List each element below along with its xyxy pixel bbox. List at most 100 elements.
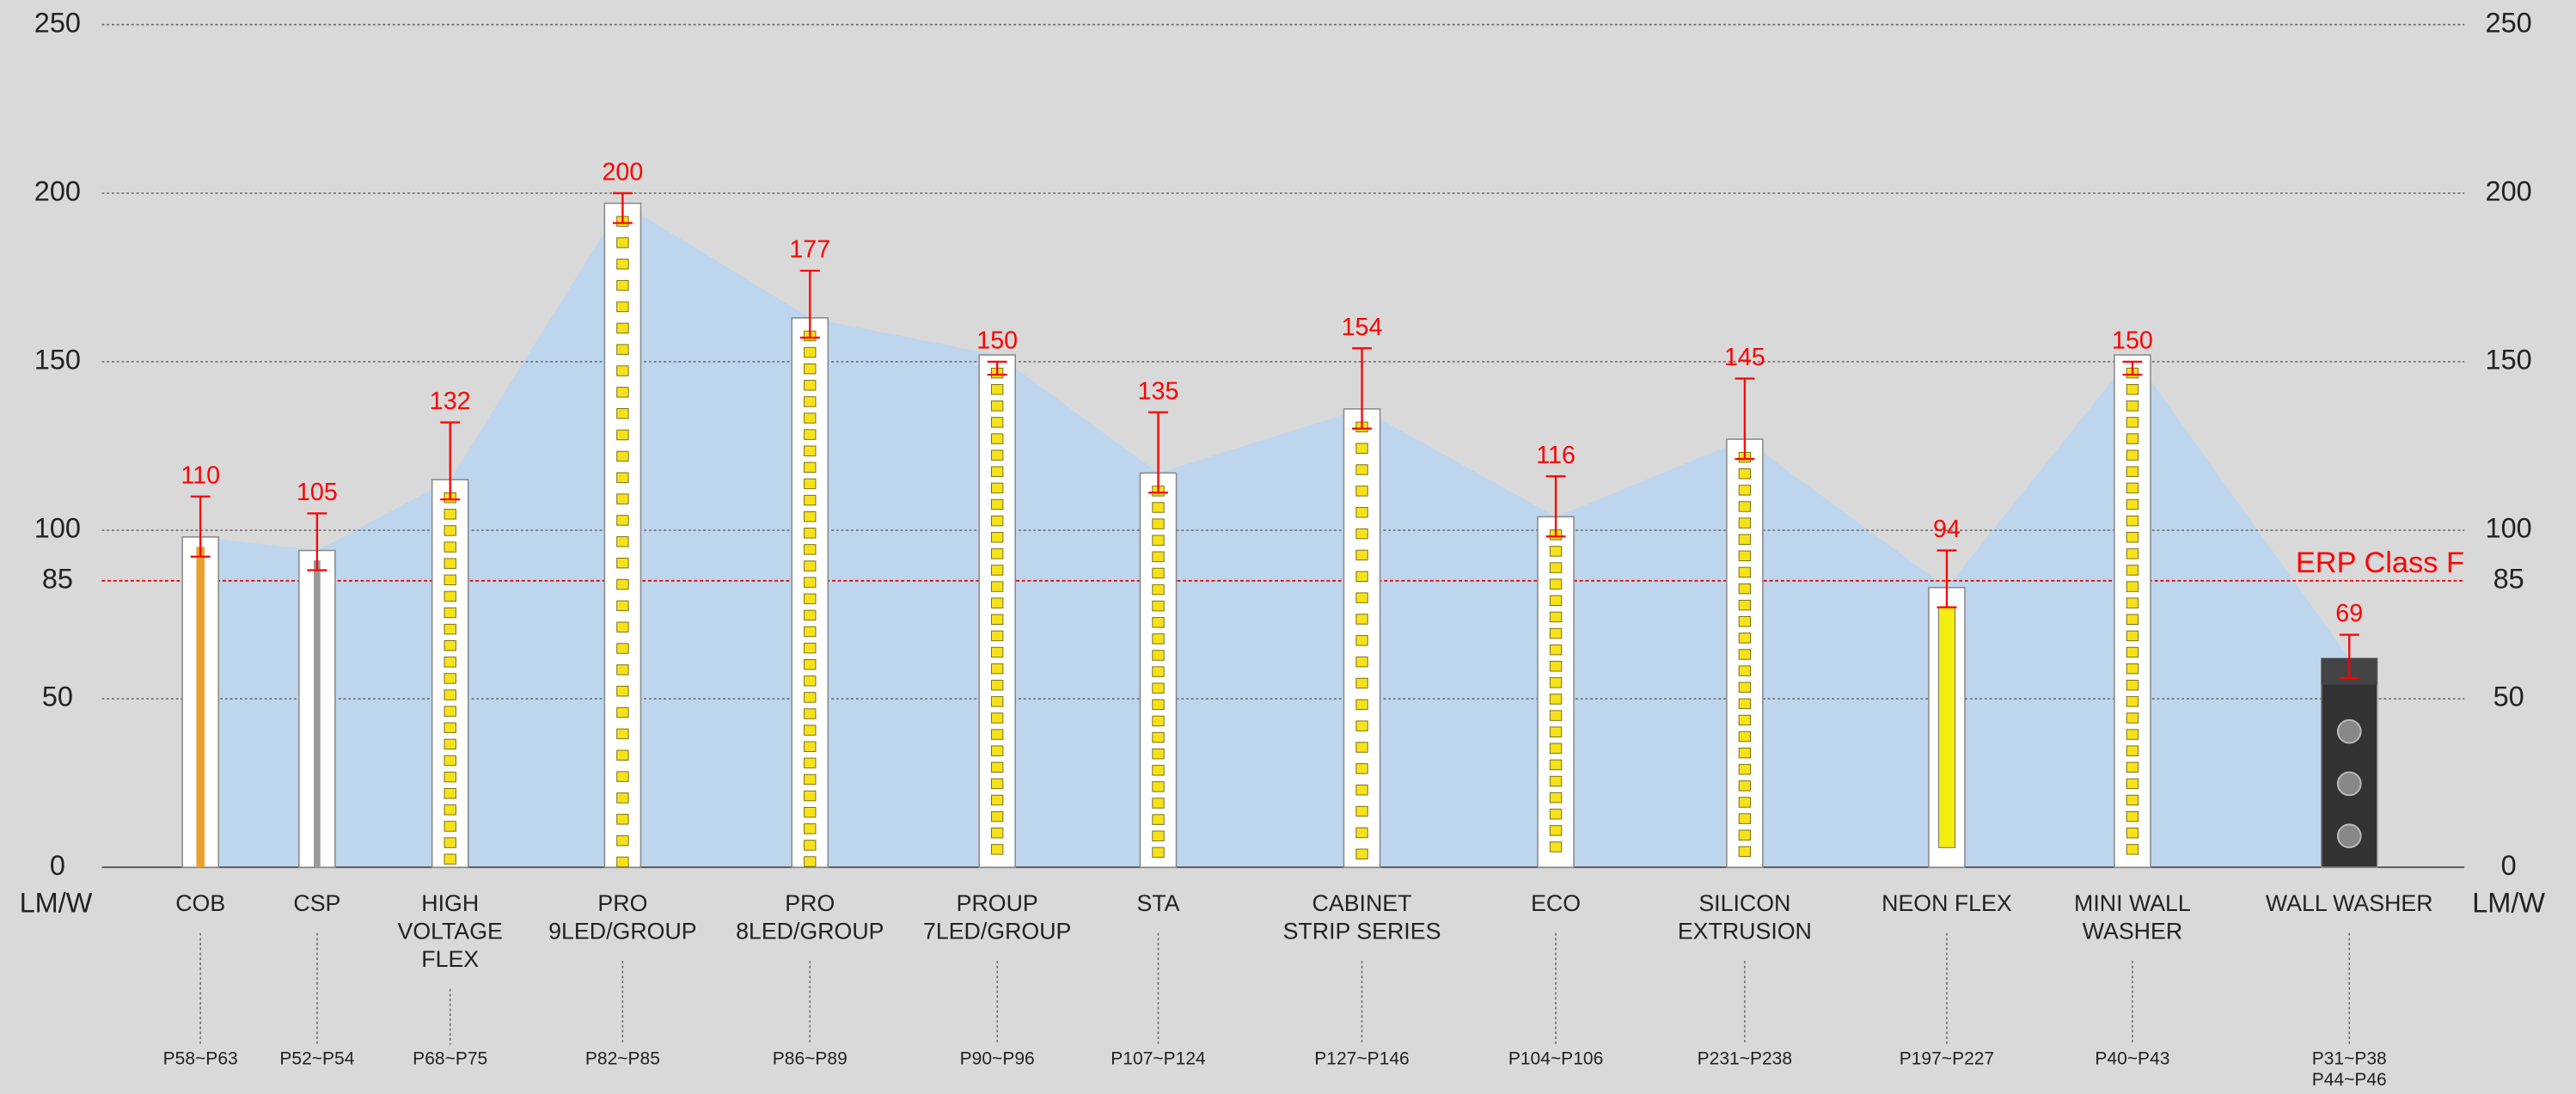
led [804,807,817,818]
x-tick-label: CSP [293,890,340,916]
y-tick-label: 150 [34,344,81,375]
led [991,466,1004,477]
led [1355,677,1368,689]
led [991,729,1004,740]
led [1355,742,1368,753]
led [1738,550,1752,562]
x-tick-label: STRIP SERIES [1283,919,1441,944]
led [1152,584,1165,596]
led [444,853,456,865]
led [616,664,629,675]
led [2126,565,2139,576]
reference-label: ERP Class F [2296,547,2464,579]
led [804,478,817,490]
page-label: P104~P106 [1508,1048,1603,1068]
x-tick-label: 9LED/GROUP [548,919,696,944]
led [2126,400,2139,412]
x-tick-label: ECO [1531,890,1581,916]
led [991,400,1004,412]
led [1738,583,1752,595]
y-tick-label: 200 [34,175,81,206]
led [991,696,1004,707]
led [804,856,817,867]
led [1152,830,1165,841]
led [804,429,817,440]
led [444,607,456,619]
led [804,790,817,802]
led [444,837,456,848]
led [2126,630,2139,642]
led [1549,611,1563,623]
led [616,279,629,291]
value-label: 154 [1342,314,1383,341]
y-tick-label-right: 85 [2493,563,2524,594]
led [616,792,629,804]
page-label: P82~P85 [585,1048,660,1068]
led [444,673,456,684]
led [1738,714,1752,726]
led [804,593,817,604]
led [991,482,1004,494]
led [2126,482,2139,494]
led [1549,578,1563,590]
led [444,821,456,832]
led [444,771,456,783]
led [616,429,629,441]
y-tick-label-right: 200 [2486,175,2532,206]
led [616,493,629,504]
led [1355,720,1368,731]
led [616,578,629,590]
y-axis-label: LM/W [20,888,93,919]
led [1152,748,1165,760]
led [1355,805,1368,817]
led [2126,680,2139,691]
y-tick-label-right: 250 [2486,7,2532,38]
led [2126,663,2139,675]
led [1738,813,1752,824]
led [804,840,817,851]
led [1738,780,1752,791]
led [616,515,629,526]
led [1152,518,1165,529]
led [804,445,817,456]
led [1738,665,1752,676]
y-tick-label: 100 [34,513,81,544]
x-tick-label: SILICON [1698,890,1790,916]
led [2126,810,2139,822]
led [804,642,817,654]
led [1152,798,1165,809]
value-label: 135 [1138,377,1179,405]
led [804,346,817,358]
led [991,548,1004,559]
led [2126,466,2139,477]
led [1355,464,1368,475]
led [616,387,629,398]
led [1738,797,1752,808]
page-label: P127~P146 [1314,1048,1409,1068]
led [2126,646,2139,658]
led [1738,485,1752,496]
x-tick-label: NEON FLEX [1882,890,2012,916]
led [991,828,1004,839]
led [1738,566,1752,578]
led [804,461,817,474]
value-label: 110 [181,461,220,489]
page-label: P52~P54 [279,1048,354,1068]
led [616,600,629,612]
led [2126,614,2139,625]
led [444,738,456,750]
led [804,363,817,375]
led [616,834,629,846]
led [1549,644,1563,656]
led [991,417,1004,428]
page-label: P68~P75 [413,1048,487,1068]
led [1549,710,1563,721]
value-label: 132 [430,388,471,415]
led [1152,650,1165,661]
led [1549,661,1563,672]
y-tick-label: 50 [42,681,73,712]
led [1152,600,1165,612]
x-tick-label: WASHER [2083,919,2182,944]
led [804,560,817,571]
